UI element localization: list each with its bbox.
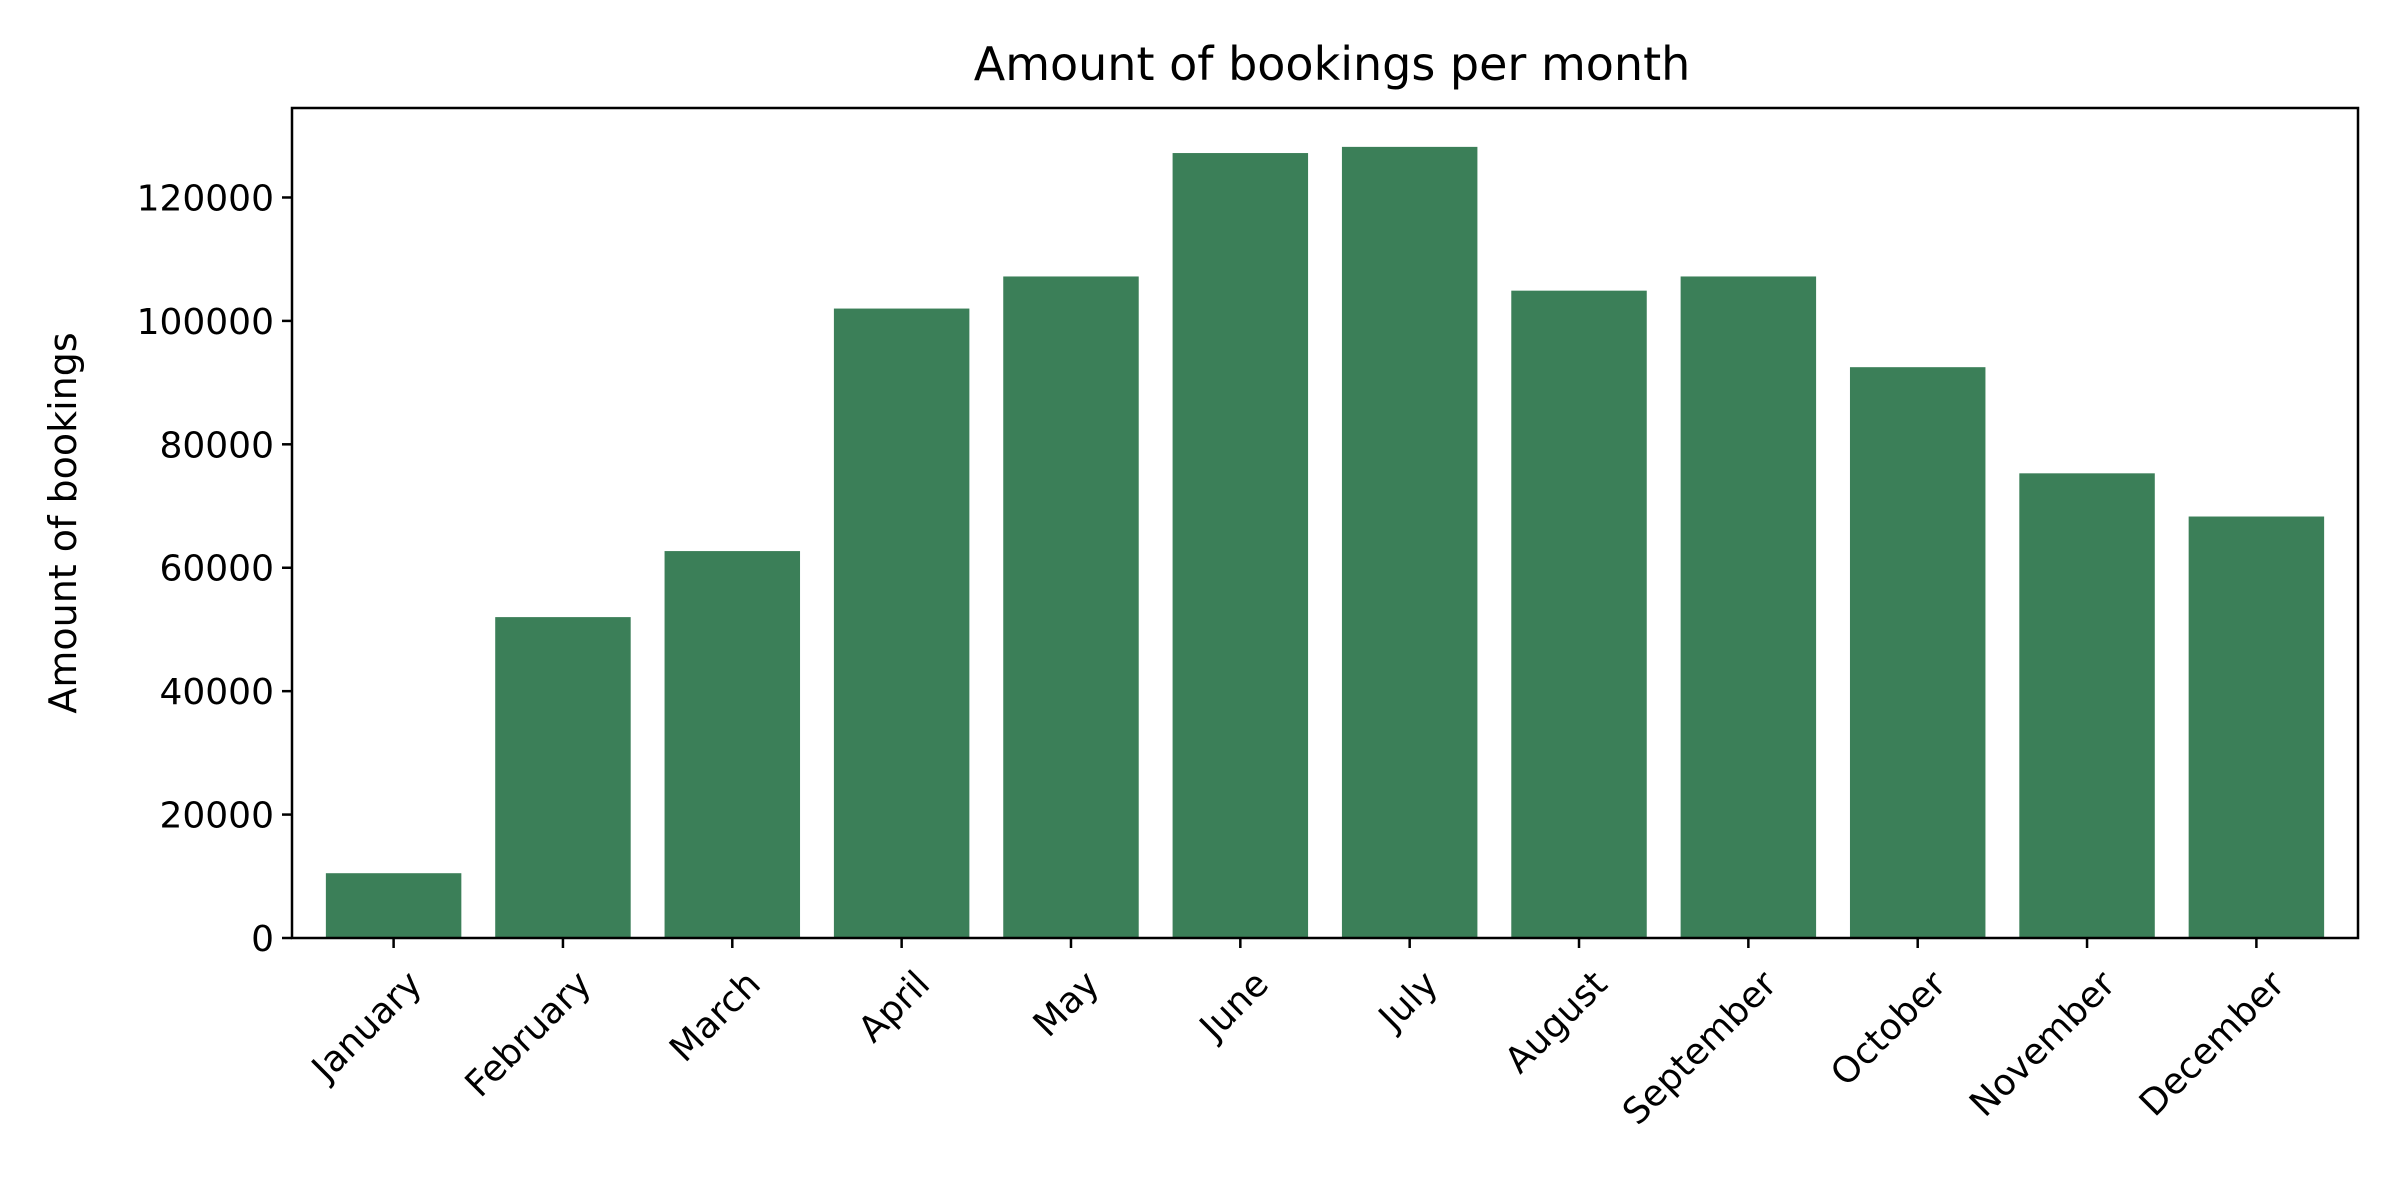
bar-august bbox=[1511, 290, 1647, 938]
bar-april bbox=[833, 308, 970, 938]
y-tick-label: 60000 bbox=[159, 549, 274, 590]
bar-november bbox=[2019, 473, 2155, 938]
x-tick-label-october: October bbox=[1823, 963, 1954, 1094]
y-tick-label: 40000 bbox=[159, 672, 274, 713]
x-tick-label-august: August bbox=[1497, 963, 1615, 1081]
y-tick-label: 0 bbox=[251, 919, 274, 960]
x-tick-label-march: March bbox=[662, 963, 769, 1070]
x-tick-label-july: July bbox=[1370, 963, 1446, 1039]
bar-may bbox=[1003, 276, 1139, 939]
y-tick-label: 100000 bbox=[137, 302, 274, 343]
bar-december bbox=[2188, 516, 2325, 938]
x-tick-label-june: June bbox=[1191, 963, 1277, 1049]
x-axis-ticks: January February March April May June July Augu… bbox=[303, 938, 2293, 1133]
bar-june bbox=[1172, 153, 1309, 938]
plot-frame bbox=[290, 106, 2360, 940]
bar-march bbox=[664, 551, 801, 938]
bar-january bbox=[325, 873, 462, 938]
y-tick-label: 20000 bbox=[159, 796, 274, 837]
x-tick-label-september: September bbox=[1615, 963, 1785, 1133]
bar-july bbox=[1341, 146, 1478, 938]
x-tick-label-may: May bbox=[1026, 963, 1108, 1045]
y-tick-label: 80000 bbox=[159, 425, 274, 466]
y-tick-label: 120000 bbox=[137, 178, 274, 219]
x-tick-label-november: November bbox=[1962, 963, 2124, 1125]
chart-title: Amount of bookings per month bbox=[974, 37, 1691, 91]
x-tick-label-december: December bbox=[2132, 963, 2293, 1124]
bar-october bbox=[1849, 367, 1986, 939]
x-tick-label-january: January bbox=[303, 963, 430, 1090]
bar-february bbox=[495, 617, 631, 938]
y-axis-label: Amount of bookings bbox=[41, 332, 85, 713]
bar-september bbox=[1680, 276, 1817, 939]
bars bbox=[325, 146, 2325, 939]
y-axis-ticks: 0 20000 40000 60000 80000 100000 120000 bbox=[137, 178, 292, 960]
x-tick-label-february: February bbox=[458, 963, 600, 1105]
x-tick-label-april: April bbox=[851, 963, 938, 1050]
